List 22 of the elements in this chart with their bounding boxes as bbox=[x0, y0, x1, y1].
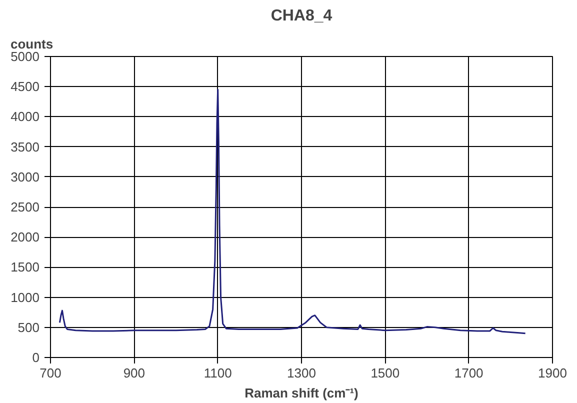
x-tick-label: 1500 bbox=[370, 366, 400, 380]
y-tick-label: 1500 bbox=[10, 260, 40, 275]
x-tick-label: 900 bbox=[123, 366, 146, 380]
x-tick-label: 1100 bbox=[204, 366, 232, 380]
y-tick-label: 500 bbox=[18, 320, 40, 335]
y-tick-label: 3500 bbox=[10, 139, 40, 154]
y-tick-label: 2000 bbox=[10, 230, 40, 245]
y-tick-label: 3000 bbox=[10, 169, 40, 184]
y-tick-label: 0 bbox=[32, 350, 40, 365]
x-tick-label: 700 bbox=[40, 366, 62, 380]
y-axis-title: counts bbox=[10, 36, 54, 52]
x-tick-label: 1700 bbox=[454, 366, 484, 380]
x-tick-label: 1300 bbox=[287, 366, 316, 380]
chart-title: CHA8_4 bbox=[270, 8, 332, 24]
y-tick-label: 1000 bbox=[10, 290, 40, 305]
x-tick-label: 1900 bbox=[538, 366, 567, 380]
y-tick-label: 4500 bbox=[10, 79, 40, 94]
line-series bbox=[58, 88, 526, 334]
y-tick-label: 2500 bbox=[10, 200, 40, 214]
x-axis-title: Raman shift (cm⁻¹) bbox=[244, 386, 358, 400]
y-tick-label: 4000 bbox=[10, 109, 40, 124]
y-tick-label: 5000 bbox=[10, 49, 40, 64]
